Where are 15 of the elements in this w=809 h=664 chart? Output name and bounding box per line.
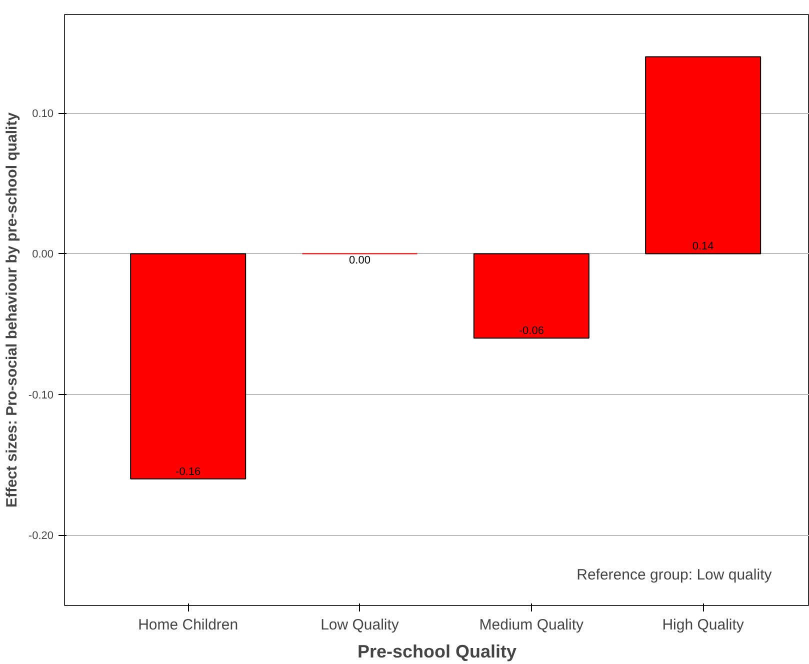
- y-tick-label: -0.10: [28, 389, 54, 402]
- annotation: Reference group: Low quality: [576, 566, 772, 584]
- x-tick-label: Home Children: [138, 616, 238, 634]
- y-tick-label: -0.20: [28, 530, 54, 542]
- x-axis-title: Pre-school Quality: [357, 642, 517, 662]
- y-axis-title: Effect sizes: Pro-social behaviour by pre-school quality: [3, 112, 20, 508]
- x-tick-label: High Quality: [662, 616, 744, 634]
- data-label: 0.14: [692, 240, 714, 253]
- y-tick-label: 0.00: [32, 248, 54, 261]
- x-tick-label: Medium Quality: [479, 616, 584, 634]
- x-tick-label: Low Quality: [320, 616, 400, 634]
- data-label: -0.16: [176, 466, 201, 478]
- y-tick-label: 0.10: [32, 108, 54, 120]
- data-label: -0.06: [518, 325, 544, 338]
- data-label: 0.00: [349, 254, 370, 267]
